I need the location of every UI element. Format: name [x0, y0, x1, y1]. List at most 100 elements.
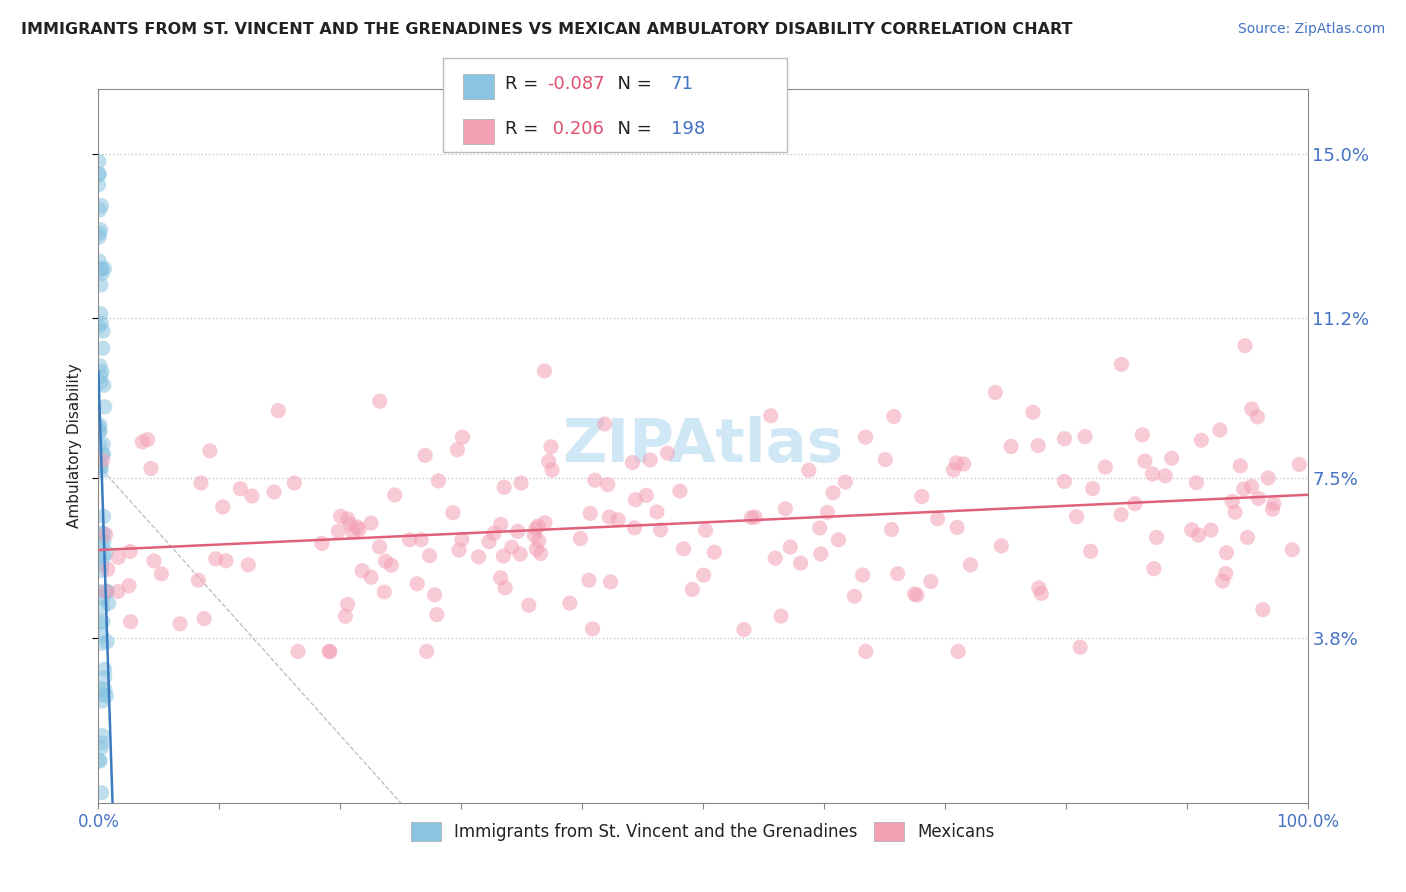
Point	[90, 307, 112, 321]
Point	[959, 558, 981, 572]
Point	[90, 198, 112, 212]
Point	[93, 549, 115, 564]
Text: R =: R =	[505, 120, 544, 137]
Point	[775, 501, 797, 516]
Point	[952, 457, 974, 471]
Point	[319, 644, 342, 658]
Point	[89, 615, 111, 630]
Point	[93, 447, 115, 461]
Point	[91, 453, 114, 467]
Point	[523, 528, 546, 542]
Point	[342, 525, 364, 540]
Point	[942, 463, 965, 477]
Point	[810, 547, 832, 561]
Point	[204, 552, 226, 566]
Point	[89, 227, 111, 241]
Point	[875, 452, 897, 467]
Point	[360, 516, 382, 530]
Point	[1069, 640, 1091, 655]
Point	[87, 178, 110, 192]
Text: 71: 71	[671, 75, 693, 93]
Point	[131, 434, 153, 449]
Point	[96, 546, 118, 560]
Point	[93, 526, 115, 541]
Point	[1094, 460, 1116, 475]
Point	[904, 587, 927, 601]
Point	[91, 324, 114, 338]
Point	[636, 488, 658, 502]
Point	[352, 564, 374, 578]
Point	[419, 549, 441, 563]
Point	[817, 505, 839, 519]
Point	[96, 634, 118, 648]
Point	[451, 533, 474, 547]
Point	[569, 532, 592, 546]
Point	[328, 524, 350, 539]
Point	[87, 319, 110, 334]
Point	[482, 526, 505, 541]
Point	[1215, 546, 1237, 560]
Point	[90, 525, 112, 540]
Point	[494, 480, 516, 494]
Point	[142, 554, 165, 568]
Point	[406, 577, 429, 591]
Point	[423, 588, 446, 602]
Point	[1130, 427, 1153, 442]
Point	[1199, 523, 1222, 537]
Point	[1109, 508, 1132, 522]
Point	[90, 736, 112, 750]
Point	[669, 483, 692, 498]
Point	[883, 409, 905, 424]
Text: IMMIGRANTS FROM ST. VINCENT AND THE GRENADINES VS MEXICAN AMBULATORY DISABILITY : IMMIGRANTS FROM ST. VINCENT AND THE GREN…	[21, 22, 1073, 37]
Point	[1000, 440, 1022, 454]
Point	[373, 585, 395, 599]
Text: R =: R =	[505, 75, 544, 93]
Point	[1288, 458, 1310, 472]
Point	[510, 476, 533, 491]
Point	[1220, 494, 1243, 508]
Point	[1247, 491, 1270, 506]
Point	[90, 369, 112, 384]
Point	[624, 492, 647, 507]
Point	[94, 670, 117, 684]
Point	[94, 584, 117, 599]
Point	[1257, 471, 1279, 485]
Point	[1189, 433, 1212, 447]
Point	[596, 477, 619, 491]
Point	[1240, 401, 1263, 416]
Point	[89, 584, 111, 599]
Point	[524, 522, 547, 536]
Point	[89, 253, 111, 268]
Point	[93, 509, 115, 524]
Point	[990, 539, 1012, 553]
Point	[905, 588, 928, 602]
Point	[855, 430, 877, 444]
Text: N =: N =	[606, 75, 658, 93]
Point	[946, 520, 969, 534]
Point	[645, 505, 668, 519]
Point	[489, 571, 512, 585]
Point	[533, 364, 555, 378]
Point	[211, 500, 233, 514]
Point	[880, 523, 903, 537]
Point	[740, 510, 762, 524]
Point	[1028, 581, 1050, 595]
Point	[90, 261, 112, 276]
Point	[984, 385, 1007, 400]
Point	[198, 443, 221, 458]
Point	[93, 662, 115, 676]
Point	[506, 524, 529, 539]
Point	[1080, 544, 1102, 558]
Point	[578, 573, 600, 587]
Point	[1212, 574, 1234, 588]
Point	[311, 536, 333, 550]
Point	[90, 277, 112, 292]
Point	[190, 475, 212, 490]
Point	[1133, 454, 1156, 468]
Point	[91, 728, 114, 742]
Point	[380, 558, 402, 573]
Legend: Immigrants from St. Vincent and the Grenadines, Mexicans: Immigrants from St. Vincent and the Gren…	[405, 815, 1001, 848]
Point	[90, 375, 112, 389]
Point	[1187, 528, 1209, 542]
Point	[89, 418, 111, 433]
